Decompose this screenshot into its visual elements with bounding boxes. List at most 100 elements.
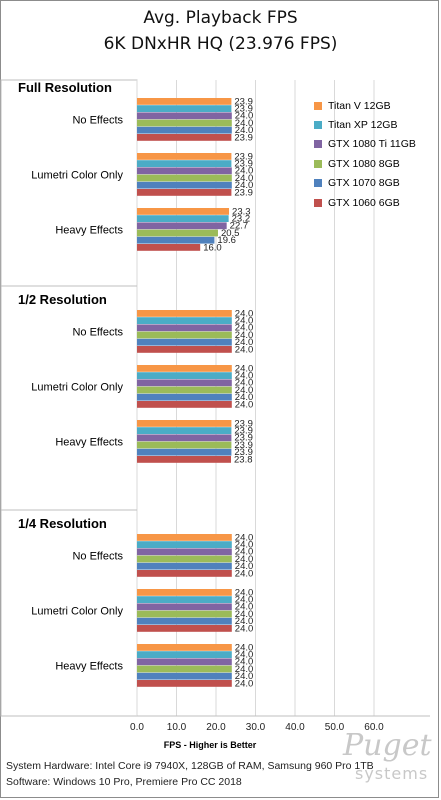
bar (137, 317, 232, 324)
category-label: No Effects (72, 115, 123, 127)
chart-subtitle: 6K DNxHR HQ (23.976 FPS) (103, 34, 338, 54)
data-label: 24.0 (235, 540, 254, 551)
bar (137, 386, 232, 394)
data-label: 24.0 (235, 587, 254, 598)
bar (137, 208, 230, 215)
legend-item: GTX 1070 8GB (314, 174, 436, 193)
bar (137, 105, 232, 112)
bar (137, 174, 232, 182)
data-label: 23.9 (234, 440, 253, 451)
bar (137, 189, 232, 196)
bar (137, 617, 232, 625)
data-label: 24.0 (235, 532, 254, 543)
legend-item: GTX 1080 Ti 11GB (314, 135, 436, 154)
bar (137, 548, 232, 556)
data-label: 19.6 (217, 235, 236, 246)
bar (137, 338, 232, 346)
bar (137, 534, 232, 541)
data-label: 23.3 (232, 206, 251, 217)
legend-label: GTX 1070 8GB (328, 177, 400, 190)
x-tick-label: 20.0 (206, 722, 226, 733)
bar (137, 167, 232, 175)
bar (137, 365, 232, 372)
data-label: 24.0 (235, 595, 254, 606)
bar (137, 324, 232, 332)
category-label: Lumetri Color Only (31, 382, 123, 394)
bar (137, 665, 232, 673)
data-label: 24.0 (235, 642, 254, 653)
x-tick-label: 50.0 (325, 722, 345, 733)
bar (137, 372, 232, 379)
bar (137, 346, 232, 353)
data-label: 24.0 (235, 166, 254, 177)
category-label: Lumetri Color Only (31, 170, 123, 182)
data-label: 24.0 (235, 609, 254, 620)
category-label: Heavy Effects (55, 661, 123, 673)
data-label: 24.0 (235, 657, 254, 668)
bar (137, 644, 232, 651)
bar (137, 610, 232, 618)
data-label: 24.0 (235, 180, 254, 191)
data-label: 24.0 (235, 363, 254, 374)
data-label: 23.8 (234, 454, 253, 465)
bar (137, 222, 227, 230)
bar (137, 596, 232, 603)
data-label: 23.9 (234, 426, 253, 437)
bar (137, 456, 232, 463)
legend-label: GTX 1060 6GB (328, 196, 400, 209)
data-label: 23.9 (234, 104, 253, 115)
data-label: 24.0 (235, 118, 254, 129)
data-label: 24.0 (235, 547, 254, 558)
bar (137, 651, 232, 658)
logo-script-text: Puget (343, 728, 432, 763)
chart-legend: Titan V 12GB Titan XP 12GB GTX 1080 Ti 11G… (314, 96, 436, 212)
data-label: 24.0 (235, 378, 254, 389)
bar (137, 589, 232, 596)
bar (137, 658, 232, 666)
legend-swatch (314, 101, 322, 110)
puget-systems-logo: Puget systems (335, 728, 435, 788)
bar (137, 98, 232, 105)
data-label: 20.5 (221, 228, 240, 239)
data-label: 23.9 (234, 151, 253, 162)
bar (137, 441, 232, 449)
legend-swatch (314, 198, 322, 207)
bar (137, 555, 232, 563)
chart-title: Avg. Playback FPS (143, 8, 298, 28)
bar (137, 181, 232, 189)
bar (137, 153, 232, 160)
data-label: 24.0 (235, 568, 254, 579)
data-label: 23.9 (234, 187, 253, 198)
legend-item: Titan XP 12GB (314, 115, 436, 134)
data-label: 24.0 (235, 602, 254, 613)
data-label: 24.0 (235, 173, 254, 184)
data-label: 24.0 (235, 616, 254, 627)
legend-swatch (314, 121, 322, 130)
category-label: No Effects (72, 551, 123, 563)
bar (137, 603, 232, 611)
data-label: 22.7 (230, 221, 249, 232)
bar (137, 160, 232, 167)
legend-item: Titan V 12GB (314, 96, 436, 115)
data-label: 24.0 (235, 392, 254, 403)
data-label: 24.0 (235, 323, 254, 334)
data-label: 24.0 (235, 554, 254, 565)
bar (137, 331, 232, 339)
legend-label: GTX 1080 Ti 11GB (328, 138, 416, 151)
bar (137, 310, 232, 317)
data-label: 24.0 (235, 561, 254, 572)
bar (137, 672, 232, 680)
category-label: Heavy Effects (55, 437, 123, 449)
legend-swatch (314, 140, 322, 149)
x-tick-label: 10.0 (167, 722, 187, 733)
data-label: 24.0 (235, 330, 254, 341)
group-label: Full Resolution (18, 80, 112, 95)
bar (137, 379, 232, 387)
bar (137, 236, 215, 244)
bar (137, 570, 232, 577)
data-label: 23.9 (234, 159, 253, 170)
legend-swatch (314, 179, 322, 188)
data-label: 24.0 (235, 337, 254, 348)
bar (137, 119, 232, 127)
